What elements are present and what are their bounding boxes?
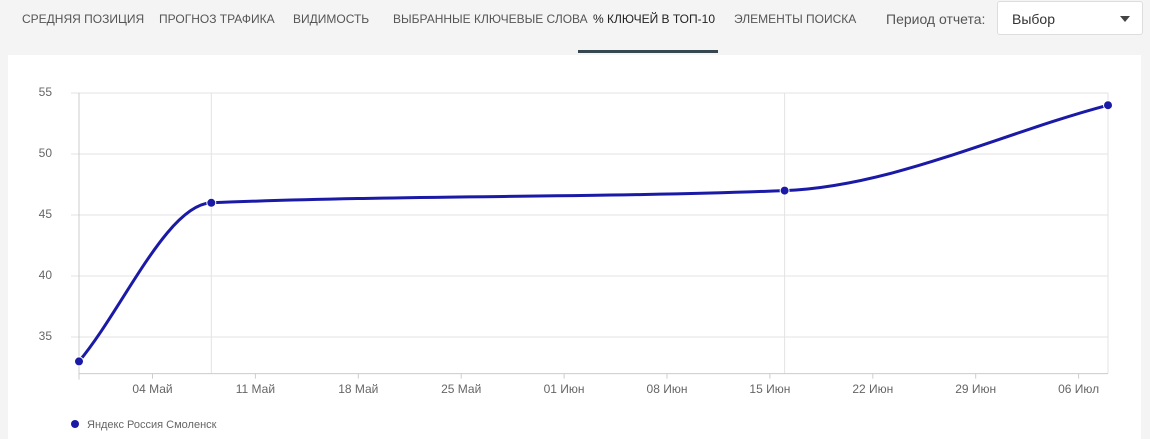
y-tick-label: 55: [39, 85, 53, 99]
x-tick-label: 15 Июн: [749, 382, 790, 396]
y-tick-label: 40: [39, 268, 53, 282]
tab[interactable]: ПРОГНОЗ ТРАФИКА: [159, 12, 275, 26]
x-tick-label: 04 Май: [132, 382, 172, 396]
series-line: [77, 103, 1109, 363]
data-point: [74, 356, 84, 367]
dropdown-arrow: [1120, 16, 1130, 22]
tab[interactable]: ВЫБРАННЫЕ КЛЮЧЕВЫЕ СЛОВА: [393, 12, 588, 26]
x-tick-label: 25 Май: [441, 382, 481, 396]
data-point: [206, 197, 217, 208]
y-tick-label: 35: [39, 329, 53, 343]
legend-marker: [71, 420, 79, 428]
period-label: Период отчета:: [886, 11, 986, 27]
y-tick-label: 45: [39, 207, 53, 221]
x-tick-label: 29 Июн: [955, 382, 996, 396]
x-tick-label: 18 Май: [338, 382, 378, 396]
x-tick-label: 08 Июн: [647, 382, 688, 396]
select-value: Выбор: [1012, 11, 1055, 27]
data-point: [1103, 100, 1113, 111]
x-tick-label: 11 Май: [236, 382, 275, 396]
tab[interactable]: СРЕДНЯЯ ПОЗИЦИЯ: [22, 12, 145, 26]
legend-label: Яндекс Россия Смоленск: [87, 419, 217, 431]
period-select[interactable]: Выбор: [997, 1, 1143, 35]
chart-card: [8, 55, 1141, 439]
tab[interactable]: ЭЛЕМЕНТЫ ПОИСКА: [734, 12, 857, 26]
y-tick-label: 50: [39, 146, 53, 160]
active-tab-indicator: [578, 50, 718, 53]
tab[interactable]: % КЛЮЧЕЙ В ТОП-10: [593, 12, 715, 26]
tab[interactable]: ВИДИМОСТЬ: [293, 12, 370, 26]
x-tick-label: 06 Июл: [1058, 382, 1099, 396]
data-point: [779, 185, 790, 196]
x-tick-label: 01 Июн: [544, 382, 585, 396]
x-tick-label: 22 Июн: [852, 382, 893, 396]
